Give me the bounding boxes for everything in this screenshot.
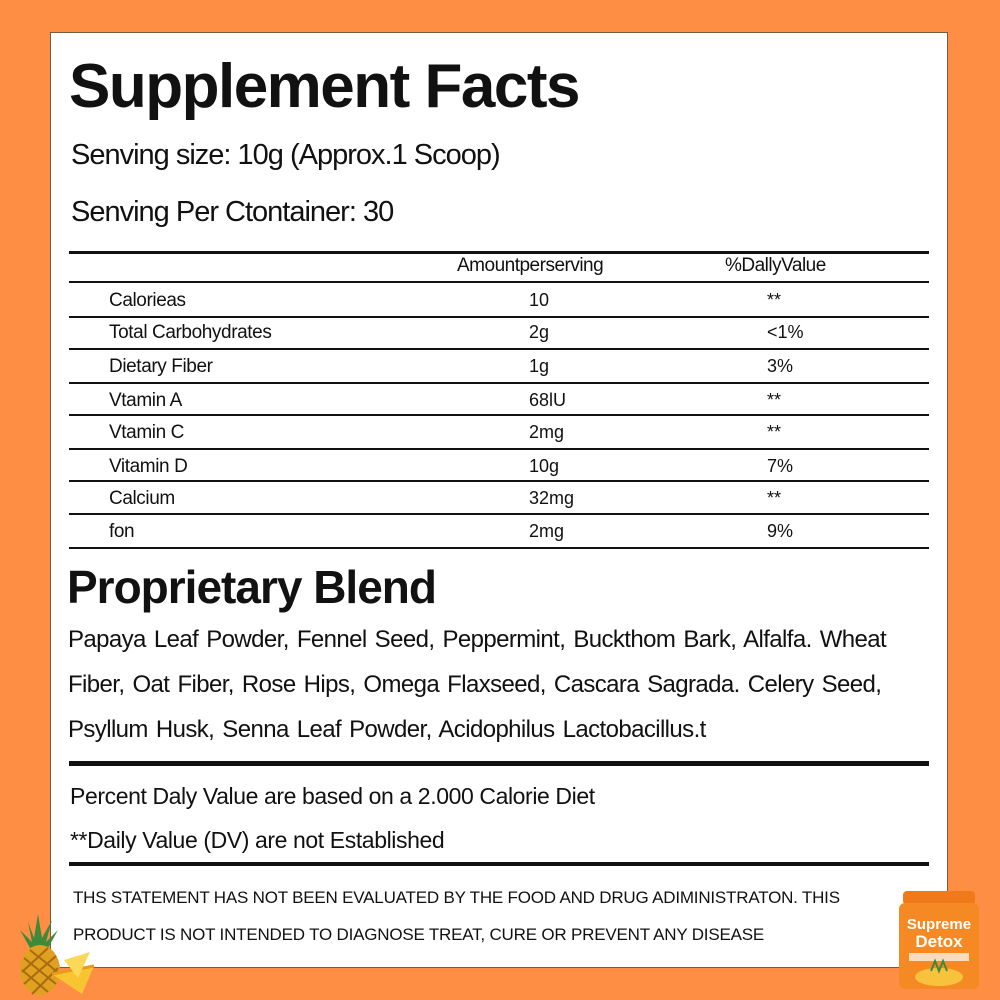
nutrient-name: Total Carbohydrates bbox=[109, 322, 272, 343]
nutrient-name: Dietary Fiber bbox=[109, 356, 213, 377]
table-row: fon 2mg 9% bbox=[69, 515, 929, 549]
nutrient-amount: 10g bbox=[529, 456, 560, 476]
nutrient-name: fon bbox=[109, 521, 135, 542]
nutrient-name: Calorieas bbox=[109, 290, 186, 311]
table-row: Vtamin A 68lU ** bbox=[69, 384, 929, 416]
table-row: Calcium 32mg ** bbox=[69, 482, 929, 515]
nutrient-name: Vtamin C bbox=[109, 422, 184, 443]
table-row: Dietary Fiber 1g 3% bbox=[69, 350, 929, 384]
nutrient-amount: 32mg bbox=[529, 488, 575, 508]
nutrient-amount: 10 bbox=[529, 290, 550, 310]
supplement-facts-panel: Supplement Facts Senving size: 10g (Appr… bbox=[50, 32, 948, 968]
blend-ingredients: Papaya Leaf Powder, Fennel Seed, Pepperm… bbox=[68, 626, 887, 743]
table-row: Vitamin D 10g 7% bbox=[69, 450, 929, 482]
product-jar-icon: Supreme Detox bbox=[899, 891, 979, 989]
servings-per-container: Senving Per Ctontainer: 30 bbox=[71, 196, 394, 228]
nutrient-name: Vitamin D bbox=[109, 456, 188, 477]
nutrient-amount: 2mg bbox=[529, 422, 565, 442]
column-header-daily-value: %DallyValue bbox=[725, 255, 826, 276]
serving-size: Senving size: 10g (Approx.1 Scoop) bbox=[71, 139, 501, 171]
header-rule bbox=[69, 281, 929, 283]
nutrient-daily-value: 9% bbox=[767, 521, 794, 541]
nutrient-daily-value: ** bbox=[767, 422, 782, 442]
page-title: Supplement Facts bbox=[69, 52, 581, 121]
table-row: Vtamin C 2mg ** bbox=[69, 416, 929, 450]
row-divider bbox=[69, 448, 929, 450]
notes-rule bbox=[69, 862, 929, 866]
nutrient-amount: 2g bbox=[529, 322, 550, 342]
table-row: Calorieas 10 ** bbox=[69, 284, 929, 318]
table-top-rule bbox=[69, 251, 929, 254]
row-divider bbox=[69, 414, 929, 416]
nutrient-name: Vtamin A bbox=[109, 390, 182, 411]
table-row: Total Carbohydrates 2g <1% bbox=[69, 316, 929, 350]
daily-value-note: Percent Daly Value are based on a 2.000 … bbox=[70, 783, 595, 809]
nutrient-amount: 1g bbox=[529, 356, 550, 376]
row-divider bbox=[69, 513, 929, 515]
product-label-line2: Detox bbox=[915, 932, 963, 951]
nutrient-daily-value: 3% bbox=[767, 356, 794, 376]
nutrient-daily-value: ** bbox=[767, 390, 782, 410]
nutrient-amount: 68lU bbox=[529, 390, 567, 410]
nutrient-daily-value: 7% bbox=[767, 456, 794, 476]
row-divider bbox=[69, 348, 929, 350]
fda-disclaimer: THS STATEMENT HAS NOT BEEN EVALUATED BY … bbox=[73, 888, 840, 944]
row-divider bbox=[69, 382, 929, 384]
blend-rule bbox=[69, 761, 929, 766]
column-header-amount: Amountperserving bbox=[457, 255, 604, 276]
nutrient-amount: 2mg bbox=[529, 521, 565, 541]
not-established-note: **Daily Value (DV) are not Established bbox=[70, 827, 445, 853]
row-divider bbox=[69, 316, 929, 318]
row-divider bbox=[69, 480, 929, 482]
nutrient-daily-value: ** bbox=[767, 488, 782, 508]
nutrient-daily-value: <1% bbox=[767, 322, 804, 342]
product-label-line1: Supreme bbox=[907, 916, 971, 933]
pineapple-icon bbox=[20, 914, 95, 995]
row-divider bbox=[69, 547, 929, 549]
nutrient-name: Calcium bbox=[109, 488, 175, 509]
nutrient-daily-value: ** bbox=[767, 290, 782, 310]
blend-title: Proprietary Blend bbox=[67, 561, 437, 613]
